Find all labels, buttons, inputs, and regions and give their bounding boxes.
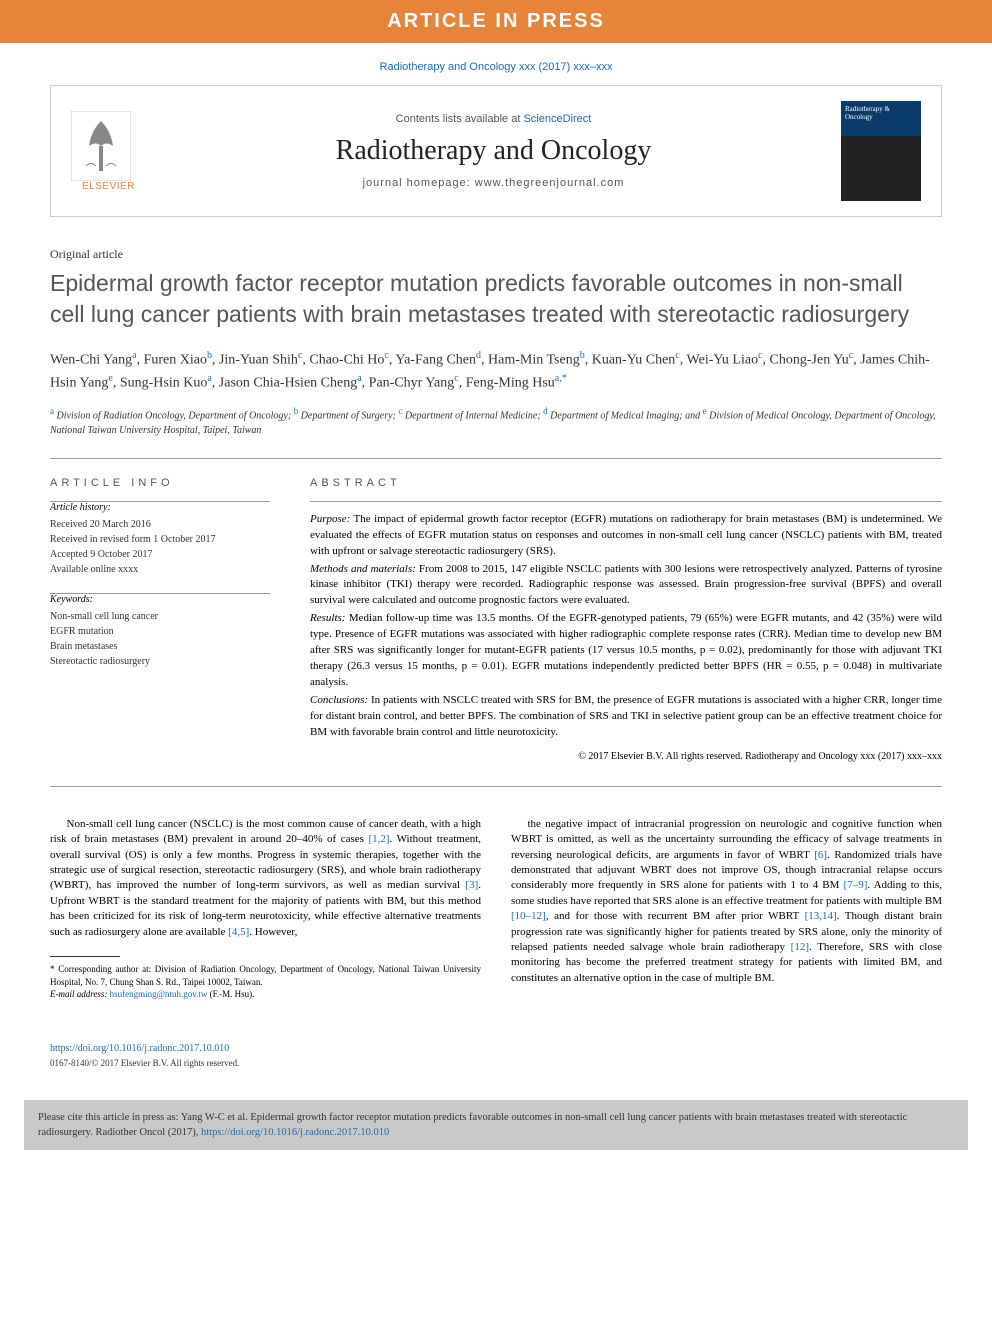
doi-line: https://doi.org/10.1016/j.radonc.2017.10… (0, 1031, 992, 1058)
cite-doi-link[interactable]: https://doi.org/10.1016/j.radonc.2017.10… (201, 1127, 389, 1138)
footnote-separator (50, 956, 120, 957)
article-in-press-banner: ARTICLE IN PRESS (0, 0, 992, 43)
article-title: Epidermal growth factor receptor mutatio… (50, 268, 942, 330)
article-info-column: ARTICLE INFO Article history: Received 2… (50, 477, 270, 762)
email-link[interactable]: hsufengming@ntuh.gov.tw (110, 989, 208, 999)
contents-available-line: Contents lists available at ScienceDirec… (146, 113, 841, 125)
abstract-heading: ABSTRACT (310, 477, 942, 489)
abstract-copyright: © 2017 Elsevier B.V. All rights reserved… (310, 751, 942, 762)
journal-name: Radiotherapy and Oncology (146, 135, 841, 167)
abstract-section: Purpose: The impact of epidermal growth … (310, 512, 942, 560)
affiliations: a Division of Radiation Oncology, Depart… (50, 405, 942, 437)
sciencedirect-link[interactable]: ScienceDirect (523, 113, 591, 125)
journal-cover-thumbnail: Radiotherapy & Oncology (841, 101, 921, 201)
keywords-list: Non-small cell lung cancerEGFR mutationB… (50, 609, 270, 669)
body-columns: Non-small cell lung cancer (NSCLC) is th… (50, 787, 942, 1011)
elsevier-wordmark: ELSEVIER (82, 181, 135, 192)
body-col-right: the negative impact of intracranial prog… (511, 817, 942, 1001)
history-lines: Received 20 March 2016Received in revise… (50, 517, 270, 577)
author-list: Wen-Chi Yanga, Furen Xiaob, Jin-Yuan Shi… (50, 348, 942, 393)
abstract-section: Conclusions: In patients with NSCLC trea… (310, 693, 942, 741)
keywords-label: Keywords: (50, 594, 270, 605)
citation-box: Please cite this article in press as: Ya… (24, 1100, 968, 1150)
journal-header: ELSEVIER Contents lists available at Sci… (50, 85, 942, 217)
article-type: Original article (50, 247, 942, 262)
abstract-section: Methods and materials: From 2008 to 2015… (310, 562, 942, 610)
homepage-line: journal homepage: www.thegreenjournal.co… (146, 177, 841, 189)
citation-top: Radiotherapy and Oncology xxx (2017) xxx… (0, 43, 992, 85)
elsevier-logo-column: ELSEVIER (71, 111, 146, 192)
abstract-column: ABSTRACT Purpose: The impact of epiderma… (310, 477, 942, 762)
doi-link[interactable]: https://doi.org/10.1016/j.radonc.2017.10… (50, 1043, 229, 1054)
article-info-heading: ARTICLE INFO (50, 477, 270, 489)
body-col-left: Non-small cell lung cancer (NSCLC) is th… (50, 817, 481, 1001)
abstract-section: Results: Median follow-up time was 13.5 … (310, 611, 942, 691)
elsevier-tree-icon (71, 111, 131, 181)
issn-copyright: 0167-8140/© 2017 Elsevier B.V. All right… (0, 1058, 992, 1088)
corresponding-author-note: * Corresponding author at: Division of R… (50, 963, 481, 988)
email-line: E-mail address: hsufengming@ntuh.gov.tw … (50, 988, 481, 1001)
history-label: Article history: (50, 502, 270, 513)
